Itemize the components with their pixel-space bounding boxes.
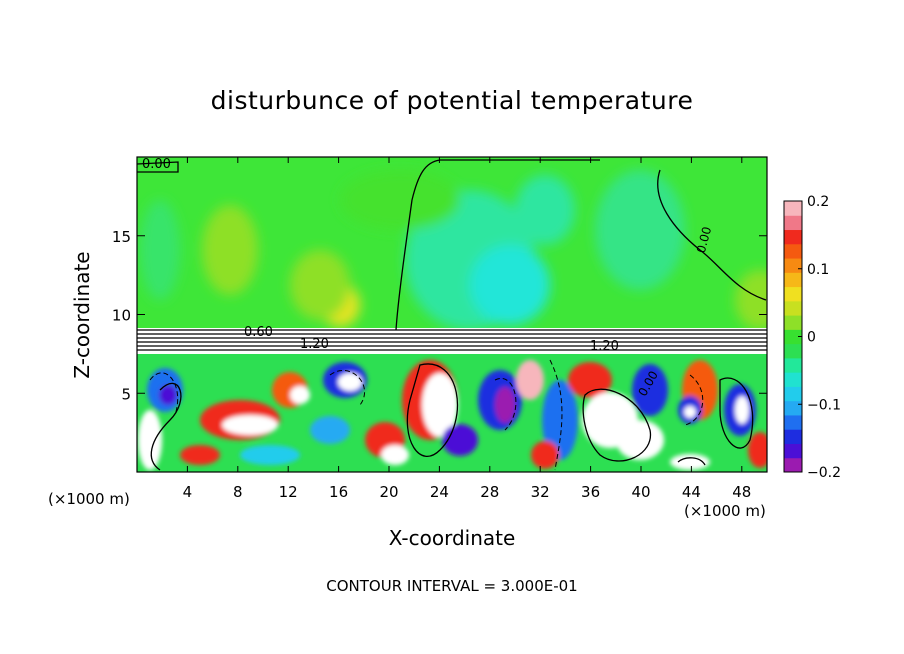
x-tick-label: 16 xyxy=(329,483,348,501)
colorbar-swatch xyxy=(784,215,802,231)
y-axis: 5 10 15 xyxy=(112,228,767,403)
colorbar-tick-label: −0.2 xyxy=(807,465,841,481)
chart-title: disturbunce of potential temperature xyxy=(210,86,694,115)
colorbar-tick-label: 0.1 xyxy=(807,262,829,278)
colorbar-tick-label: −0.1 xyxy=(807,397,841,413)
colorbar-swatch xyxy=(784,243,802,259)
colorbar-swatch xyxy=(784,258,802,273)
colorbar-swatch xyxy=(784,357,802,373)
x-tick-label: 20 xyxy=(379,483,398,501)
colorbar-swatch xyxy=(784,372,802,387)
x-tick-label: 4 xyxy=(183,483,193,501)
colorbar-swatch xyxy=(784,400,802,416)
x-unit-label-left: (×1000 m) xyxy=(48,490,130,508)
y-axis-label: Z-coordinate xyxy=(70,251,94,379)
x-unit-label-right: (×1000 m) xyxy=(684,502,766,520)
colorbar-swatch xyxy=(784,229,802,245)
x-axis-label: X-coordinate xyxy=(388,526,516,550)
contour-label-0: 0.00 xyxy=(142,157,171,172)
x-tick-label: 24 xyxy=(430,483,449,501)
x-tick-label: 36 xyxy=(581,483,600,501)
colorbar: 0.2 0.1 0 −0.1 −0.2 xyxy=(783,194,841,481)
x-tick-label: 28 xyxy=(480,483,499,501)
x-tick-label: 8 xyxy=(233,483,243,501)
colorbar-swatch xyxy=(784,457,802,473)
colorbar-swatch xyxy=(784,329,802,345)
colorbar-swatch xyxy=(784,300,802,316)
colorbar-swatch xyxy=(784,414,802,430)
x-tick-label: 48 xyxy=(732,483,751,501)
contour-label-4: 0.00 xyxy=(694,225,714,254)
colorbar-swatch xyxy=(784,286,802,302)
x-tick-label: 44 xyxy=(682,483,701,501)
contour-label-3: 1.20 xyxy=(590,339,619,354)
colorbar-swatch xyxy=(784,343,802,359)
colorbar-swatch xyxy=(784,201,802,216)
x-axis: 4 8 12 16 20 24 28 32 36 40 44 48 xyxy=(183,157,751,501)
colorbar-tick-label: 0 xyxy=(807,330,816,346)
contour-label-1: 0.60 xyxy=(244,325,273,340)
x-tick-label: 32 xyxy=(531,483,550,501)
contour-label-2: 1.20 xyxy=(300,337,329,352)
y-tick-label: 10 xyxy=(112,307,131,325)
colorbar-swatch xyxy=(784,315,802,330)
colorbar-swatch xyxy=(784,429,802,444)
x-tick-label: 40 xyxy=(631,483,650,501)
contour-interval-note: CONTOUR INTERVAL = 3.000E-01 xyxy=(326,577,578,595)
y-tick-label: 5 xyxy=(121,385,131,403)
colorbar-tick-label: 0.2 xyxy=(807,194,829,210)
x-tick-label: 12 xyxy=(279,483,298,501)
heatmap-field: 0.00 0.60 1.20 1.20 0.00 0.00 xyxy=(137,157,767,472)
colorbar-swatch xyxy=(784,272,802,288)
y-tick-label: 15 xyxy=(112,228,131,246)
colorbar-swatch xyxy=(784,386,802,402)
colorbar-swatch xyxy=(784,443,802,459)
